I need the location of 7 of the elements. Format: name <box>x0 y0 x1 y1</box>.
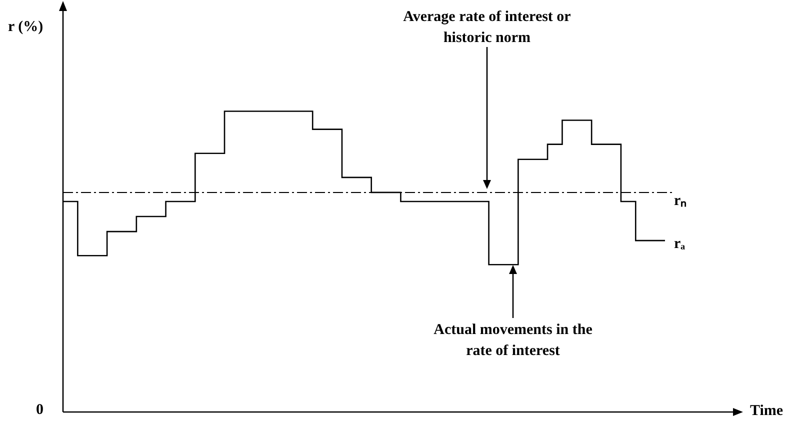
text: r (%) <box>8 19 44 36</box>
text: Average rate of interest or historic norm <box>402 8 572 48</box>
ref-line-label: rₙ <box>674 192 687 210</box>
text: Time <box>750 403 784 420</box>
annotation: Actual movements in the rate of interest <box>432 321 594 361</box>
text: 0 <box>36 402 44 419</box>
series-label: rₐ <box>674 236 686 253</box>
